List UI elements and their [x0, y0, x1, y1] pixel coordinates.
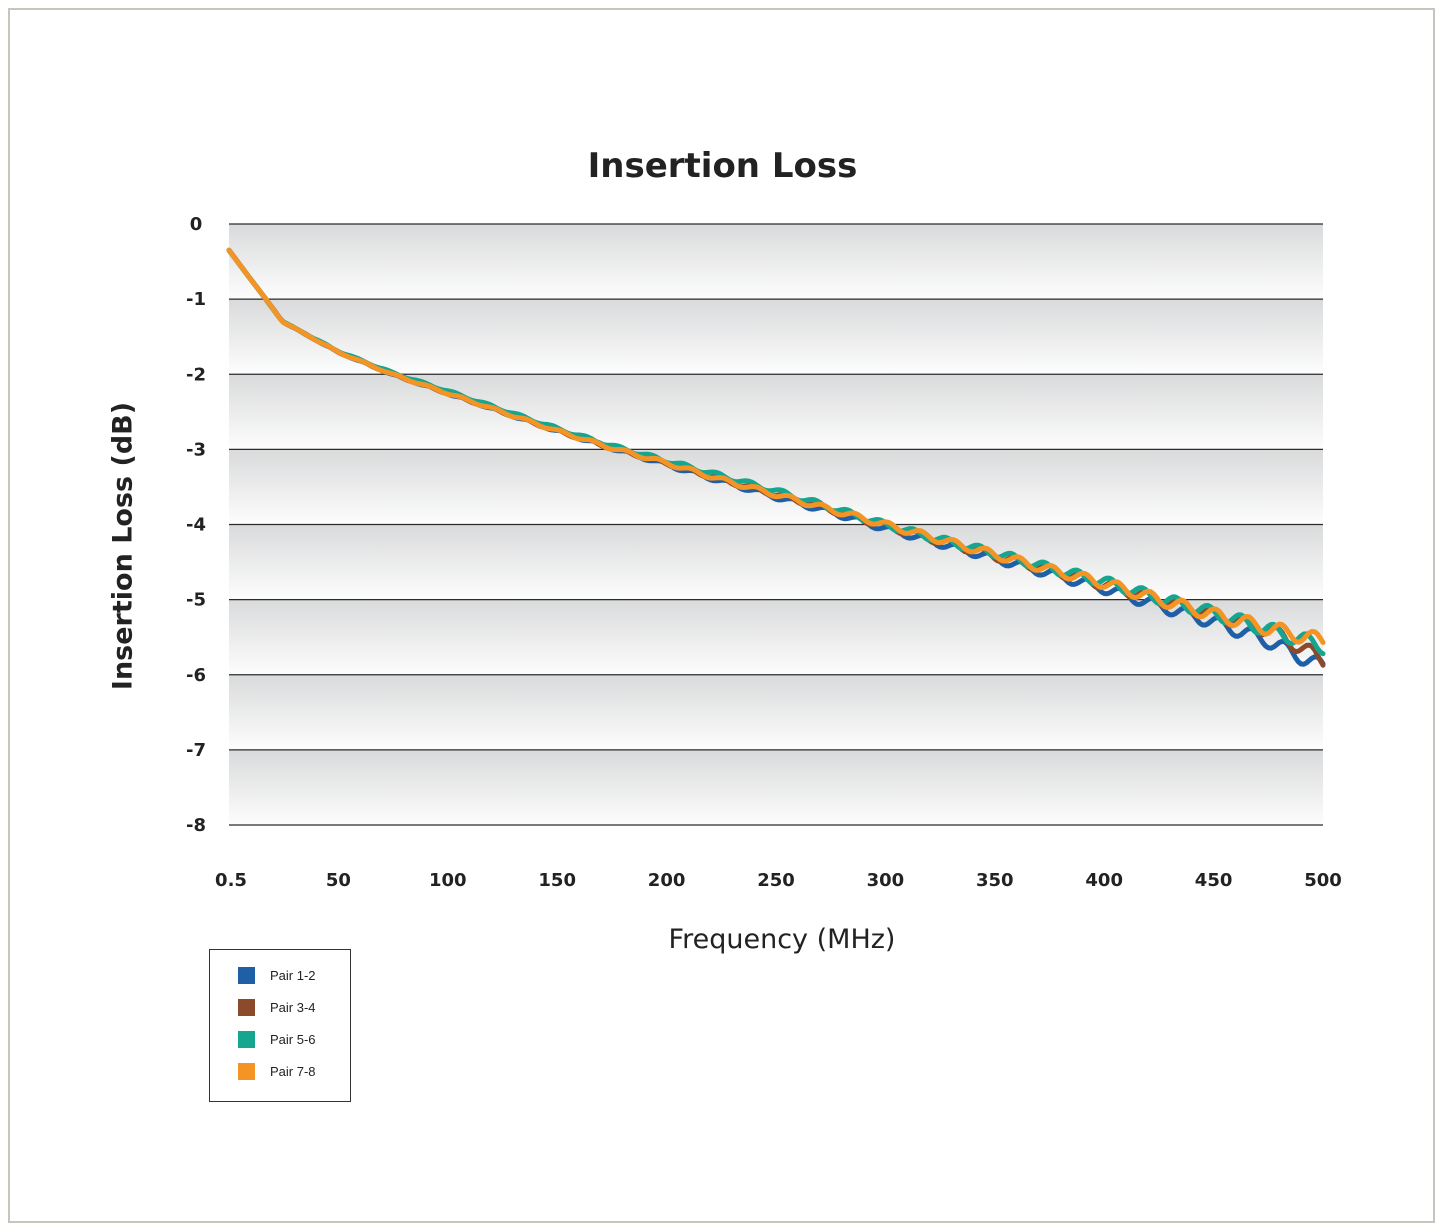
x-tick-label: 100	[429, 870, 467, 891]
y-tick-label: -6	[186, 665, 206, 686]
x-tick-label: 450	[1195, 870, 1233, 891]
x-tick-label: 150	[538, 870, 576, 891]
legend-label: Pair 7-8	[270, 1064, 316, 1079]
plot-band	[229, 749, 1323, 825]
legend-label: Pair 3-4	[270, 1000, 316, 1015]
x-tick-label: 300	[867, 870, 905, 891]
legend-swatch-pair-3-4	[238, 999, 255, 1016]
legend-label: Pair 5-6	[270, 1032, 316, 1047]
plot-band	[229, 599, 1323, 675]
series-line-pair-7-8	[226, 247, 1326, 645]
chart-title: Insertion Loss	[587, 146, 858, 186]
x-tick-label: 400	[1085, 870, 1123, 891]
plot-band	[229, 224, 1323, 300]
plot-band	[229, 449, 1323, 525]
x-tick-label: 500	[1304, 870, 1342, 891]
x-tick-label: 50	[326, 870, 351, 891]
legend-label: Pair 1-2	[270, 968, 316, 983]
x-axis-label: Frequency (MHz)	[668, 924, 896, 955]
y-tick-label: -5	[186, 590, 206, 611]
y-tick-label: 0	[190, 214, 203, 235]
plot-band	[229, 674, 1323, 750]
plot-band	[229, 299, 1323, 375]
plot-band	[229, 374, 1323, 450]
y-tick-label: -1	[186, 289, 206, 310]
legend: Pair 1-2 Pair 3-4 Pair 5-6 Pair 7-8	[209, 949, 351, 1102]
y-tick-label: -3	[186, 439, 206, 460]
x-tick-label: 250	[757, 870, 795, 891]
plot-band	[229, 524, 1323, 600]
y-tick-label: -8	[186, 815, 206, 836]
y-axis-label: Insertion Loss (dB)	[107, 401, 139, 691]
legend-swatch-pair-5-6	[238, 1031, 255, 1048]
legend-swatch-pair-1-2	[238, 967, 255, 984]
y-tick-label: -2	[186, 364, 206, 385]
x-tick-label: 350	[976, 870, 1014, 891]
x-tick-label: 200	[648, 870, 686, 891]
legend-swatch-pair-7-8	[238, 1063, 255, 1080]
y-tick-label: -7	[186, 740, 206, 761]
x-tick-label: 0.5	[215, 870, 247, 891]
y-tick-label: -4	[186, 515, 206, 536]
